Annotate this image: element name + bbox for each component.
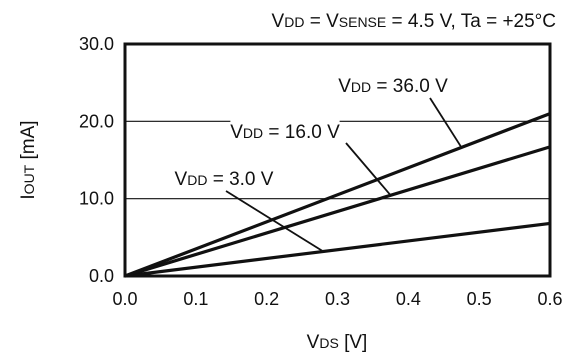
- y-tick-labels: 0.0 10.0 20.0 30.0: [79, 34, 114, 286]
- series-label-vdd-3-0: VDD = 3.0 V: [175, 169, 274, 190]
- series-line-vdd-3-0: [124, 221, 551, 278]
- x-tick-label: 0.6: [537, 289, 562, 309]
- series-line-vdd-16-0: [124, 145, 551, 278]
- x-axis-label: VDS [V]: [307, 332, 368, 353]
- series-pointer-vdd-16-0: [345, 142, 392, 196]
- series-label-vdd-16-0: VDD = 16.0 V: [230, 122, 340, 143]
- x-tick-label: 0.4: [396, 289, 421, 309]
- x-tick-label: 0.5: [467, 289, 492, 309]
- x-tick-label: 0.2: [254, 289, 279, 309]
- series-line-vdd-36-0: [124, 112, 551, 278]
- series-pointer-vdd-36-0: [429, 97, 463, 148]
- y-tick-label: 30.0: [79, 34, 114, 54]
- y-axis-label: IOUT [mA]: [18, 120, 39, 199]
- y-tick-label: 10.0: [79, 189, 114, 209]
- series-label-bg: [338, 74, 448, 97]
- x-tick-label: 0.1: [183, 289, 208, 309]
- y-tick-label: 20.0: [79, 111, 114, 131]
- series-label-vdd-36-0: VDD = 36.0 V: [338, 76, 448, 97]
- x-tick-labels: 0.0 0.1 0.2 0.3 0.4 0.5 0.6: [112, 289, 562, 309]
- series-pointer-vdd-3-0: [225, 190, 324, 253]
- series-label-bg: [230, 120, 340, 143]
- series-layer: VDD = 3.0 V VDD = 16.0 V VDD = 36.0 V: [124, 74, 551, 278]
- x-tick-label: 0.3: [325, 289, 350, 309]
- series-label-bg: [173, 167, 275, 190]
- x-tick-label: 0.0: [112, 289, 137, 309]
- y-tick-label: 0.0: [89, 266, 114, 286]
- plot-frame: [123, 42, 552, 278]
- chart-title: VDD = VSENSE = 4.5 V, Ta = +25°C: [272, 11, 556, 32]
